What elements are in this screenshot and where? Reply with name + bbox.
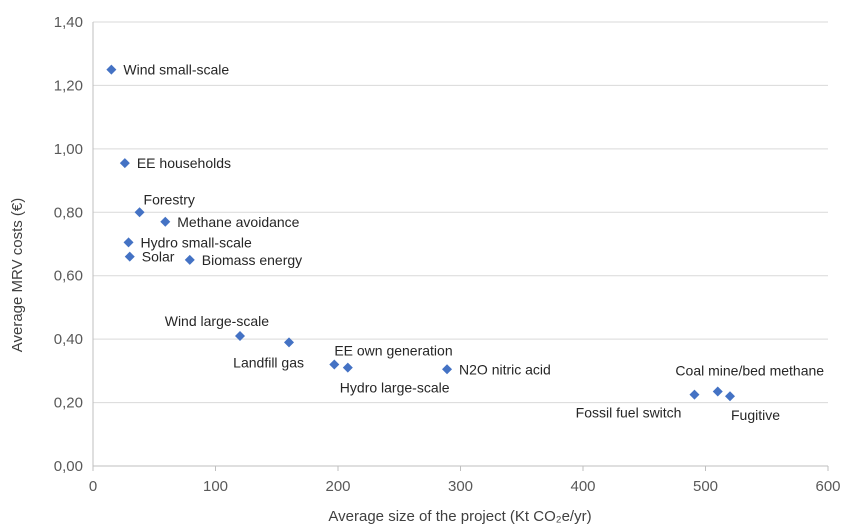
point-labels: Wind small-scale EE households Forestry Met… [123,62,824,424]
data-point [124,251,135,262]
data-point [725,391,735,402]
point-label: Biomass energy [202,252,302,268]
data-point [342,362,353,373]
point-label: Coal mine/bed methane [675,362,824,378]
point-label: Forestry [144,191,195,207]
axes: 0,00 0,20 0,40 0,60 0,80 1,00 1,20 1,40 0 100 200 3… [54,14,841,495]
data-point [134,207,145,218]
data-point [284,337,294,348]
x-tick-label: 400 [570,478,595,495]
x-tick-label: 0 [89,478,97,495]
x-tick-label: 500 [693,478,718,495]
point-label: Methane avoidance [177,214,299,230]
y-tick-label: 0,00 [54,458,83,475]
x-tick-label: 600 [815,478,840,495]
point-label: Fossil fuel switch [576,405,682,421]
data-point [235,330,245,341]
point-label: EE households [137,155,231,171]
x-tick-label: 200 [325,478,350,495]
data-point [329,359,340,370]
point-label: Hydro large-scale [340,380,450,396]
y-tick-label: 0,20 [54,395,83,412]
x-axis-title: Average size of the project (Kt CO₂e/yr) [328,508,591,525]
data-point [442,364,453,375]
data-point [160,216,171,227]
y-tick-label: 1,40 [54,14,83,31]
point-label: Wind large-scale [165,313,269,329]
data-point [184,254,195,265]
y-tick-label: 1,00 [54,141,83,158]
x-tick-label: 100 [203,478,228,495]
data-point [689,389,700,400]
data-point [106,64,117,75]
point-label: Fugitive [731,407,780,423]
y-axis-title: Average MRV costs (€) [9,198,26,353]
y-tick-label: 0,80 [54,204,83,221]
y-tick-label: 0,60 [54,268,83,285]
data-point [712,386,723,397]
point-label: N2O nitric acid [459,361,551,377]
data-points [106,64,735,402]
y-tick-label: 1,20 [54,77,83,94]
x-tick-label: 300 [448,478,473,495]
point-label: Hydro small-scale [141,234,252,250]
gridlines [93,21,828,404]
y-tick-label: 0,40 [54,331,83,348]
point-label: Solar [142,249,175,265]
data-point [119,158,130,169]
point-label: Wind small-scale [123,62,229,78]
point-label: EE own generation [334,343,452,359]
point-label: Landfill gas [233,354,304,370]
data-point [123,237,134,248]
